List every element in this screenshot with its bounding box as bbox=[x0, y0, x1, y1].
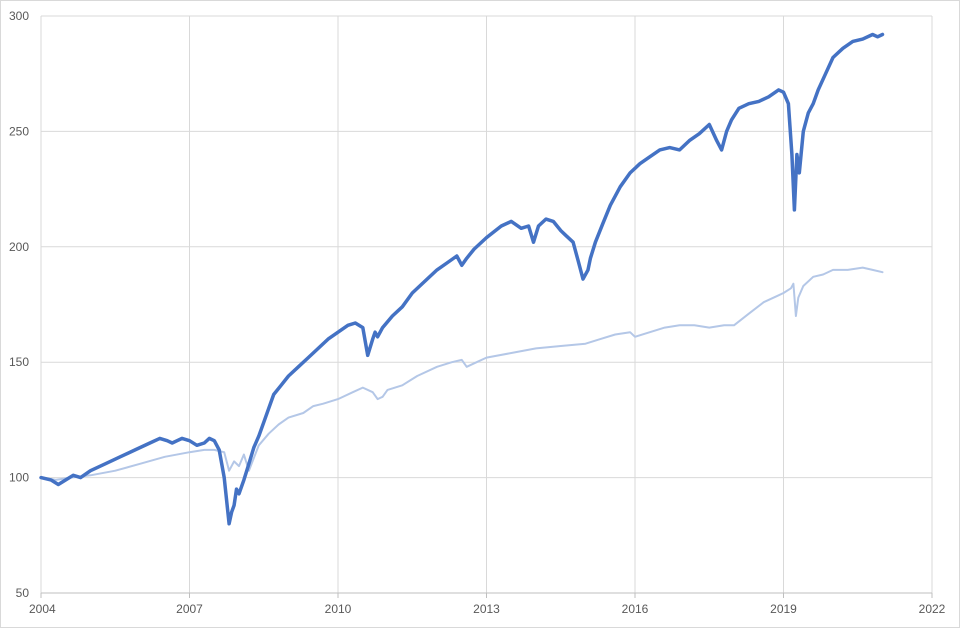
series-line-1 bbox=[39, 32, 885, 526]
y-tick-label-150: 150 bbox=[9, 355, 29, 369]
x-tick-label-2022: 2022 bbox=[919, 602, 946, 616]
x-tick-label-2013: 2013 bbox=[473, 602, 500, 616]
y-tick-label-50: 50 bbox=[16, 586, 30, 600]
y-axis-labels: 50 100 150 200 250 300 bbox=[9, 9, 29, 600]
x-tick-label-2010: 2010 bbox=[325, 602, 352, 616]
y-tick-label-100: 100 bbox=[9, 471, 29, 485]
y-tick-label-250: 250 bbox=[9, 124, 29, 138]
series-layer bbox=[39, 32, 885, 526]
y-tick-label-200: 200 bbox=[9, 240, 29, 254]
series-line-2 bbox=[40, 266, 884, 481]
x-tick-label-2007: 2007 bbox=[176, 602, 203, 616]
x-tick-label-2016: 2016 bbox=[622, 602, 649, 616]
x-tick-label-2004: 2004 bbox=[29, 602, 56, 616]
x-axis-labels: 2004 2007 2010 2013 2016 2019 2022 bbox=[29, 602, 946, 616]
y-tick-label-300: 300 bbox=[9, 9, 29, 23]
x-tick-label-2019: 2019 bbox=[770, 602, 797, 616]
x-gridlines bbox=[40, 16, 933, 598]
